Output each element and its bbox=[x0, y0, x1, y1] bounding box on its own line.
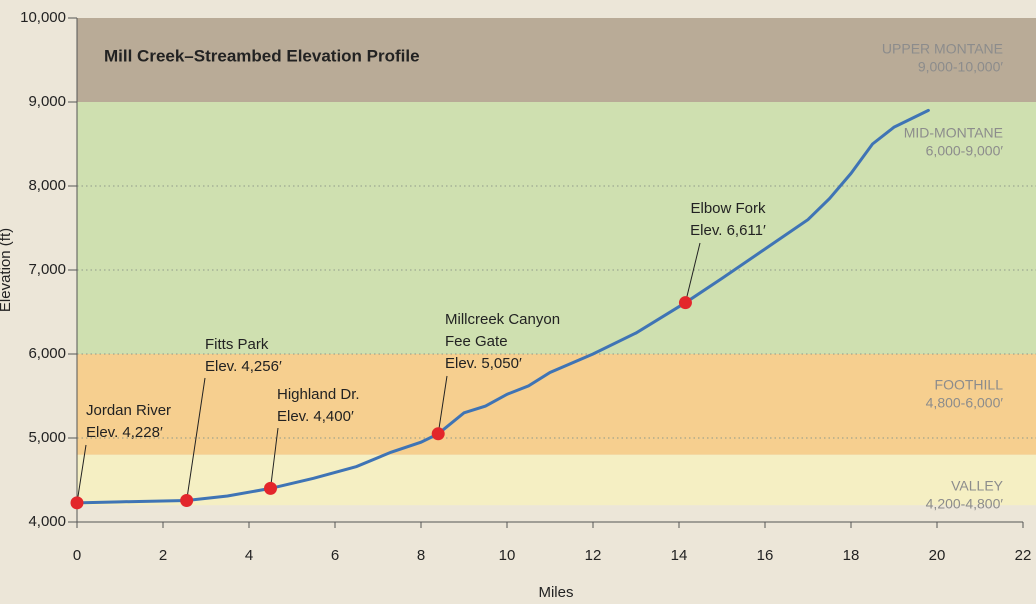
band-range: 6,000-9,000′ bbox=[926, 143, 1004, 159]
x-tick-label: 10 bbox=[499, 547, 516, 564]
elevation-band bbox=[77, 454, 1036, 506]
band-name: UPPER MONTANE bbox=[882, 41, 1003, 57]
y-tick-label: 5,000 bbox=[28, 429, 66, 446]
marker-label: Jordan River bbox=[86, 402, 171, 419]
band-name: FOOTHILL bbox=[935, 377, 1004, 393]
x-tick-label: 14 bbox=[671, 547, 688, 564]
y-axis-label: Elevation (ft) bbox=[0, 228, 14, 312]
marker-point bbox=[180, 493, 194, 507]
band-name: MID-MONTANE bbox=[904, 125, 1003, 141]
x-axis-label: Miles bbox=[538, 584, 573, 601]
y-tick-label: 7,000 bbox=[28, 261, 66, 278]
x-tick-label: 8 bbox=[417, 547, 425, 564]
marker-label: Fee Gate bbox=[445, 333, 508, 350]
band-range: 9,000-10,000′ bbox=[918, 59, 1004, 75]
marker-elevation: Elev. 6,611′ bbox=[690, 222, 766, 239]
marker-label: Fitts Park bbox=[205, 336, 269, 353]
band-range: 4,200-4,800′ bbox=[926, 496, 1004, 512]
marker-label: Elbow Fork bbox=[690, 200, 766, 217]
marker-label: Highland Dr. bbox=[277, 386, 360, 403]
leader-line bbox=[684, 242, 701, 303]
y-tick-label: 8,000 bbox=[28, 177, 66, 194]
x-tick-label: 12 bbox=[585, 547, 602, 564]
marker-point bbox=[264, 481, 277, 495]
x-tick-label: 16 bbox=[757, 547, 774, 564]
x-tick-label: 2 bbox=[159, 547, 167, 564]
leader-line bbox=[270, 427, 279, 489]
profile-line bbox=[75, 108, 930, 505]
marker-elevation: Elev. 4,228′ bbox=[86, 424, 163, 441]
band-name: VALLEY bbox=[951, 478, 1004, 494]
marker-point bbox=[70, 496, 84, 510]
elevation-band bbox=[77, 18, 1036, 102]
x-tick-label: 4 bbox=[245, 547, 253, 564]
elevation-band bbox=[77, 102, 1036, 354]
marker-elevation: Elev. 4,400′ bbox=[277, 408, 354, 425]
y-tick-label: 10,000 bbox=[20, 9, 66, 26]
x-tick-label: 18 bbox=[843, 547, 860, 564]
y-tick-label: 4,000 bbox=[28, 513, 66, 530]
x-tick-label: 0 bbox=[73, 547, 81, 564]
x-tick-label: 22 bbox=[1015, 547, 1032, 564]
y-tick-label: 9,000 bbox=[28, 93, 66, 110]
y-tick-label: 6,000 bbox=[28, 345, 66, 362]
leader-line bbox=[76, 444, 87, 503]
leader-line bbox=[186, 377, 206, 501]
marker-elevation: Elev. 4,256′ bbox=[205, 358, 282, 375]
x-tick-label: 6 bbox=[331, 547, 339, 564]
x-tick-label: 20 bbox=[929, 547, 946, 564]
band-range: 4,800-6,000′ bbox=[926, 395, 1004, 411]
marker-elevation: Elev. 5,050′ bbox=[445, 355, 522, 372]
marker-point bbox=[431, 427, 445, 441]
marker-label: Millcreek Canyon bbox=[445, 311, 560, 328]
chart-title: Mill Creek–Streambed Elevation Profile bbox=[104, 46, 420, 65]
marker-point bbox=[678, 296, 692, 310]
leader-line bbox=[437, 375, 448, 434]
